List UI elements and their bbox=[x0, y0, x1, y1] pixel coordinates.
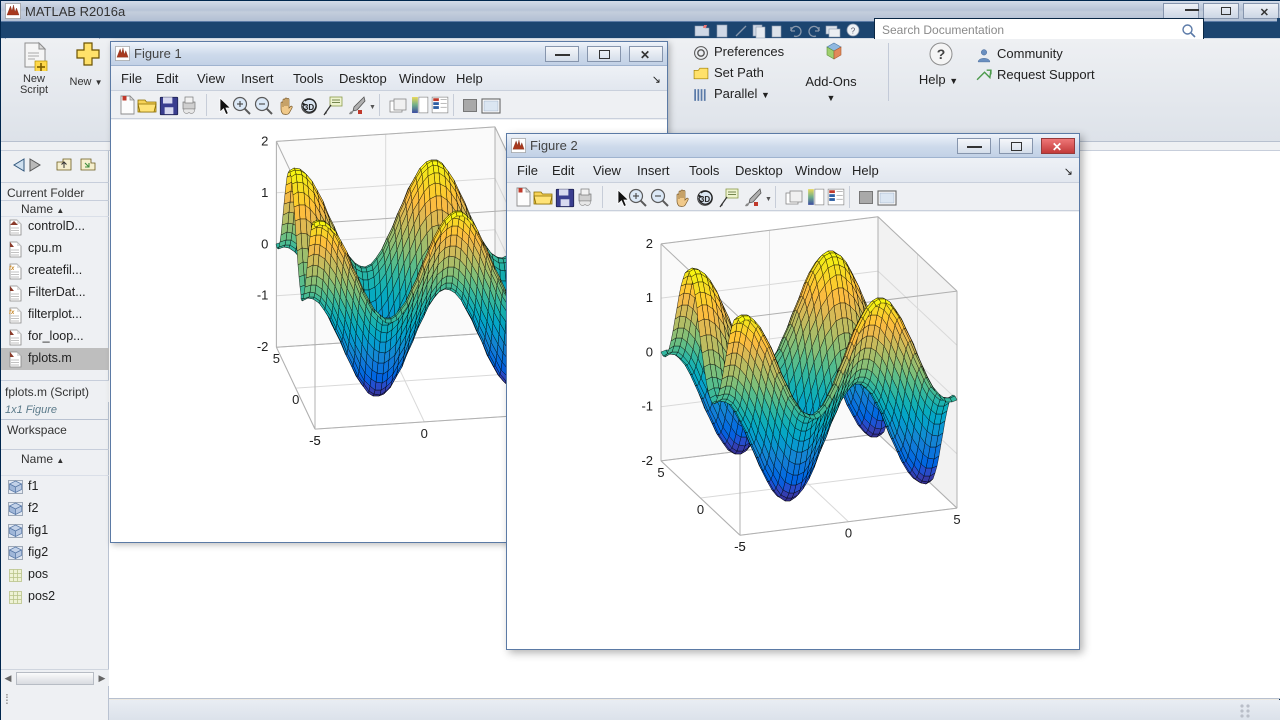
svg-text:-2: -2 bbox=[257, 339, 269, 354]
svg-text:5: 5 bbox=[273, 351, 280, 366]
svg-text:?: ? bbox=[851, 27, 856, 36]
svg-text:fx: fx bbox=[9, 310, 15, 316]
svg-text:-2: -2 bbox=[641, 453, 653, 468]
svg-text:5: 5 bbox=[953, 512, 960, 527]
svg-text:0: 0 bbox=[697, 502, 704, 517]
svg-text:0: 0 bbox=[646, 344, 653, 359]
svg-text:?: ? bbox=[936, 46, 945, 62]
svg-text:-5: -5 bbox=[309, 433, 321, 448]
svg-text:-1: -1 bbox=[641, 399, 653, 414]
svg-text:0: 0 bbox=[261, 236, 268, 251]
svg-text:0: 0 bbox=[845, 526, 852, 541]
svg-text:1: 1 bbox=[261, 185, 268, 200]
svg-text:1: 1 bbox=[646, 290, 653, 305]
svg-text:fx: fx bbox=[9, 266, 15, 272]
svg-text:-1: -1 bbox=[257, 288, 269, 303]
svg-text:2: 2 bbox=[646, 236, 653, 251]
svg-text:0: 0 bbox=[292, 392, 299, 407]
svg-text:2: 2 bbox=[261, 133, 268, 148]
svg-text:-5: -5 bbox=[734, 539, 746, 554]
svg-text:3D: 3D bbox=[304, 103, 314, 112]
svg-text:5: 5 bbox=[657, 465, 664, 480]
svg-text:0: 0 bbox=[421, 426, 428, 441]
svg-text:3D: 3D bbox=[700, 195, 710, 204]
